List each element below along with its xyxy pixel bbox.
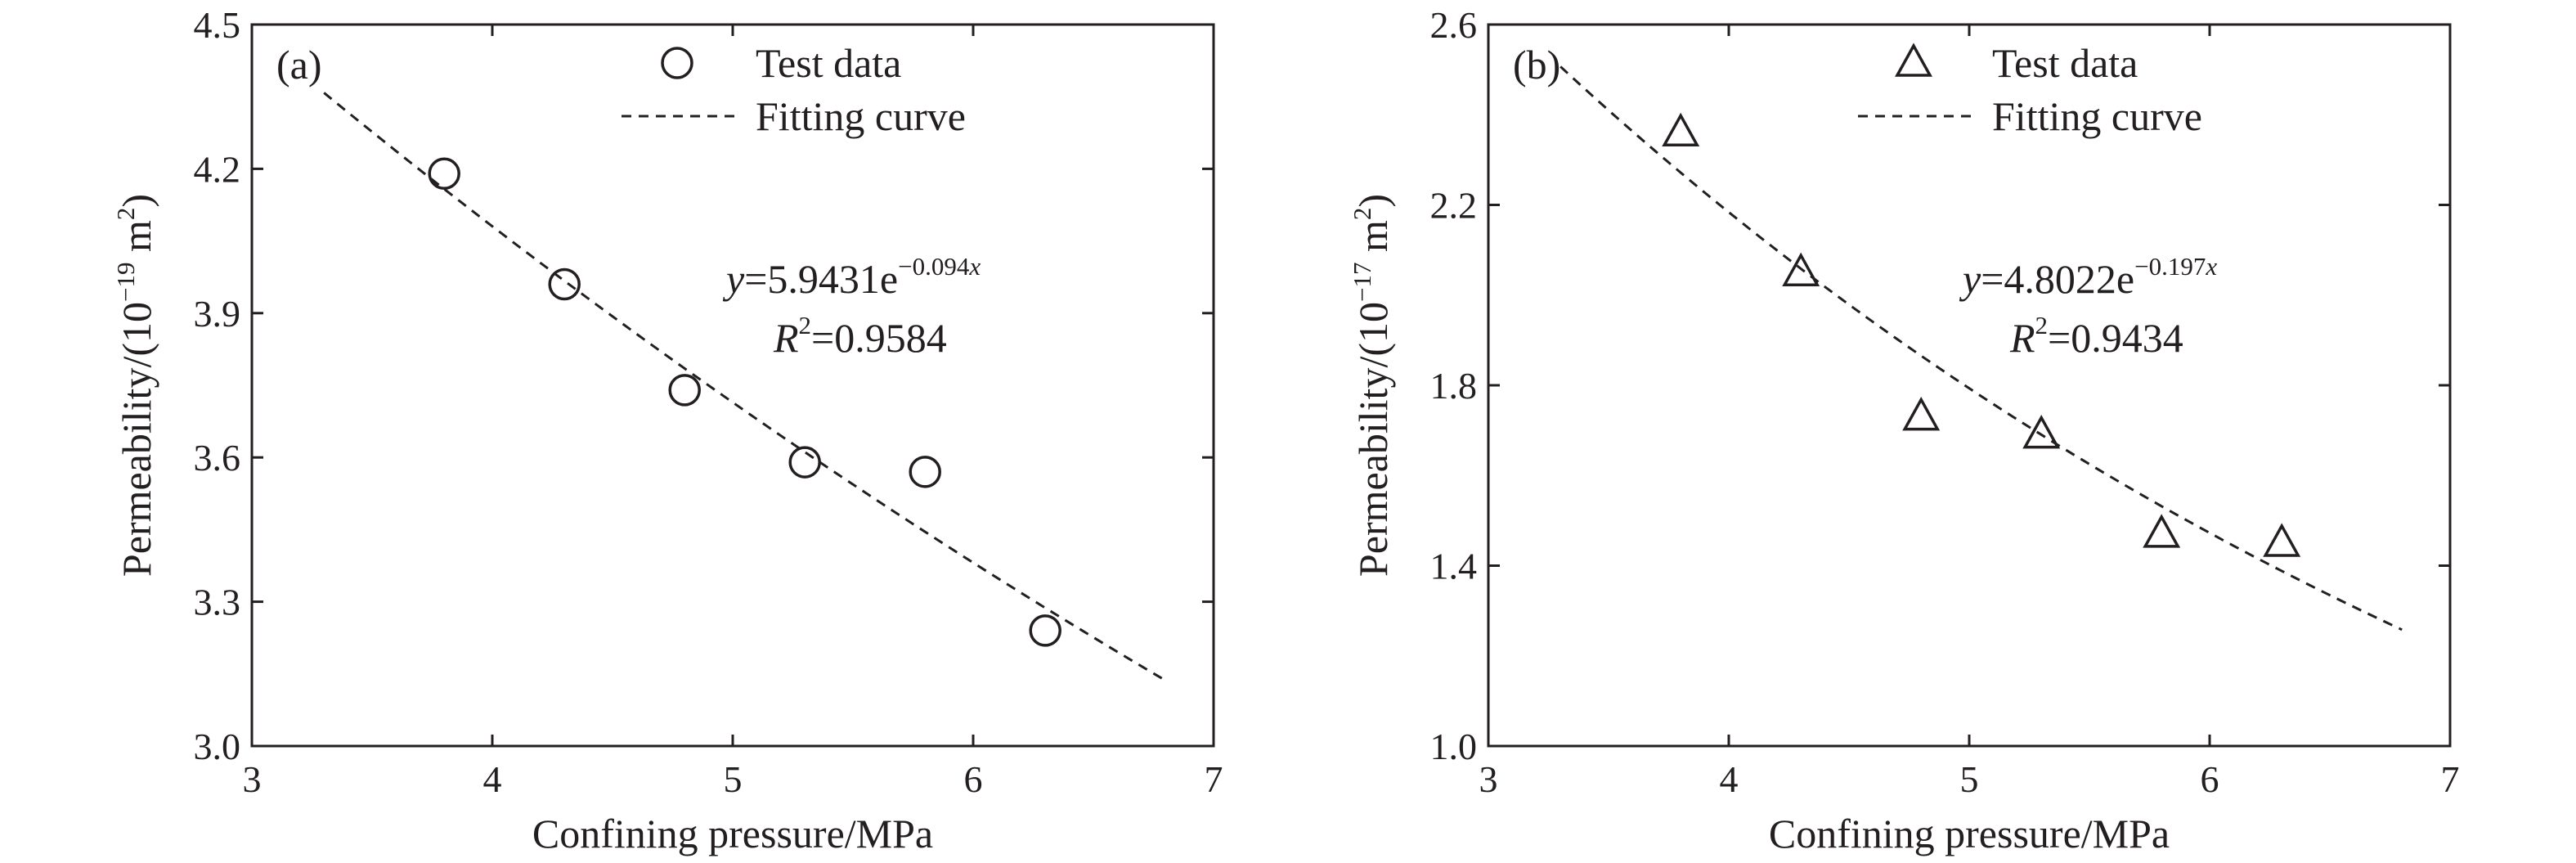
data-point [2143,514,2181,548]
legend-marker [661,47,693,79]
panel-label: (b) [1513,42,1560,88]
data-point [548,267,581,301]
fit-equation-exponent: −0.197 [2134,252,2206,281]
y-tick-label: 3.9 [194,293,241,335]
x-axis-title: Confining pressure/MPa [532,811,933,856]
data-point [2263,523,2301,557]
legend-label-test-data: Test data [756,40,901,86]
x-tick-label: 3 [1479,758,1498,800]
fit-equation: y=5.9431e−0.094x [722,252,981,302]
legend: Test data Fitting curve [622,40,966,139]
plot-frame [250,23,1215,748]
y-axis-title-close: ) [114,194,159,208]
fitting-curve [323,92,1166,682]
fit-equation-x: x [968,252,981,281]
fit-equation-x: x [2205,252,2217,281]
y-tick-label: 3.3 [194,582,241,623]
data-point [1782,252,1820,286]
y-axis-title-exponent: −17 [1348,263,1376,302]
data-point [1029,614,1061,647]
fit-r-symbol: R [773,315,799,361]
fit-equation-body: =4.8022e [1981,256,2134,302]
y-axis-title-prefix: Permeability/(10 [114,302,159,577]
y-axis-title-suffix: m [1350,220,1396,263]
legend-marker [1895,43,1932,77]
y-tick-label: 4.5 [194,4,241,46]
plot-frame [1487,23,2452,748]
fit-equation-exponent: −0.094 [898,252,970,281]
y-axis-title-unit-exponent: 2 [111,208,140,221]
chart-panel-b: 3 4 5 6 7 1.0 1.4 1.8 2.2 2.6 Confining pressure/M… [1348,4,2460,856]
fit-equation-y: y [1959,256,1981,302]
x-tick-label: 7 [1205,758,1223,800]
data-point [668,374,701,407]
fit-r-sup: 2 [799,311,812,339]
data-point [2022,415,2061,449]
chart-panel-a: 3 4 5 6 7 3.0 3.3 3.6 3.9 4.2 4.5 Confining pressur… [111,4,1223,856]
y-axis-title: Permeability/(10−17 m2) [1348,194,1396,577]
y-axis-title-exponent: −19 [111,263,140,302]
y-axis-title-suffix: m [114,220,159,263]
y-tick-label: 1.8 [1430,365,1478,407]
y-tick-label: 2.6 [1430,4,1478,46]
fitting-curve [1560,65,2403,632]
x-tick-label: 5 [1960,758,1979,800]
x-axis-title: Confining pressure/MPa [1769,811,2170,856]
x-tick-label: 5 [724,758,743,800]
fit-r-symbol: R [2009,315,2035,361]
fit-r-value: =0.9434 [2048,315,2183,361]
y-axis-title-close: ) [1350,194,1396,208]
x-tick-label: 7 [2441,758,2460,800]
fit-equation: y=4.8022e−0.197x [1959,252,2217,302]
legend-label-fitting-curve: Fitting curve [1992,93,2202,139]
data-point [909,456,941,488]
legend-label-fitting-curve: Fitting curve [756,93,966,139]
x-tick-label: 4 [1720,758,1739,800]
y-axis-title: Permeability/(10−19 m2) [111,194,159,577]
fit-r-squared: R2=0.9584 [773,311,947,361]
y-axis-title-unit-exponent: 2 [1348,208,1376,221]
fit-equation-body: =5.9431e [744,256,898,302]
fit-r-sup: 2 [2035,311,2049,339]
data-points [1662,112,2301,557]
legend: Test data Fitting curve [1858,40,2202,139]
data-point [1902,396,1941,431]
fit-r-value: =0.9584 [811,315,947,361]
panel-label: (a) [276,42,322,88]
data-point [428,157,460,191]
x-tick-label: 6 [2201,758,2219,800]
y-tick-label: 2.2 [1430,185,1478,227]
y-tick-label: 4.2 [194,148,241,190]
fit-equation-y: y [722,256,745,302]
x-tick-label: 3 [243,758,262,800]
y-axis-title-prefix: Permeability/(10 [1350,302,1396,577]
legend-label-test-data: Test data [1992,40,2138,86]
x-tick-label: 6 [964,758,983,800]
y-tick-label: 1.4 [1430,546,1478,587]
y-tick-label: 3.6 [194,437,241,479]
data-point [1662,112,1700,147]
y-tick-label: 1.0 [1430,726,1478,767]
data-points [428,157,1061,647]
fit-r-squared: R2=0.9434 [2009,311,2183,361]
data-point [788,446,821,479]
y-tick-label: 3.0 [194,726,241,767]
x-tick-label: 4 [483,758,502,800]
